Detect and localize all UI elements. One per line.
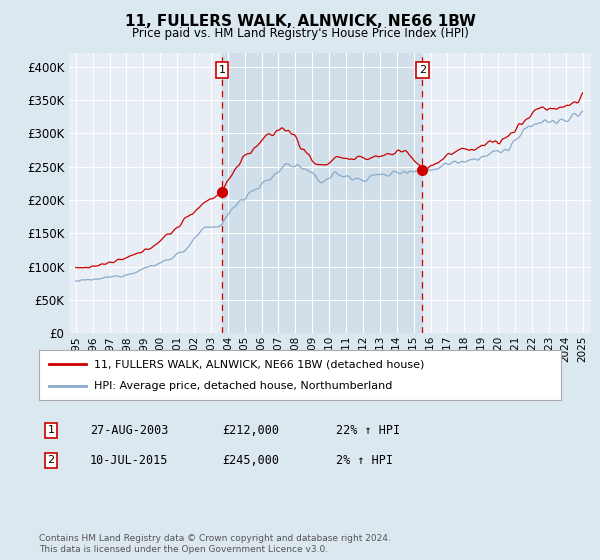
Text: 2% ↑ HPI: 2% ↑ HPI [336,454,393,467]
Bar [222,53,422,333]
Text: 1: 1 [218,65,226,75]
Text: 22% ↑ HPI: 22% ↑ HPI [336,423,400,437]
Text: 10-JUL-2015: 10-JUL-2015 [90,454,169,467]
Text: Contains HM Land Registry data © Crown copyright and database right 2024.
This d: Contains HM Land Registry data © Crown c… [39,534,391,554]
Text: 1: 1 [47,425,55,435]
Text: Price paid vs. HM Land Registry's House Price Index (HPI): Price paid vs. HM Land Registry's House … [131,27,469,40]
Text: 2: 2 [419,65,426,75]
Text: 11, FULLERS WALK, ALNWICK, NE66 1BW: 11, FULLERS WALK, ALNWICK, NE66 1BW [125,14,475,29]
Text: HPI: Average price, detached house, Northumberland: HPI: Average price, detached house, Nort… [94,381,392,391]
Text: £245,000: £245,000 [222,454,279,467]
Text: 27-AUG-2003: 27-AUG-2003 [90,423,169,437]
Text: 2: 2 [47,455,55,465]
Text: 11, FULLERS WALK, ALNWICK, NE66 1BW (detached house): 11, FULLERS WALK, ALNWICK, NE66 1BW (det… [94,359,424,369]
Text: £212,000: £212,000 [222,423,279,437]
